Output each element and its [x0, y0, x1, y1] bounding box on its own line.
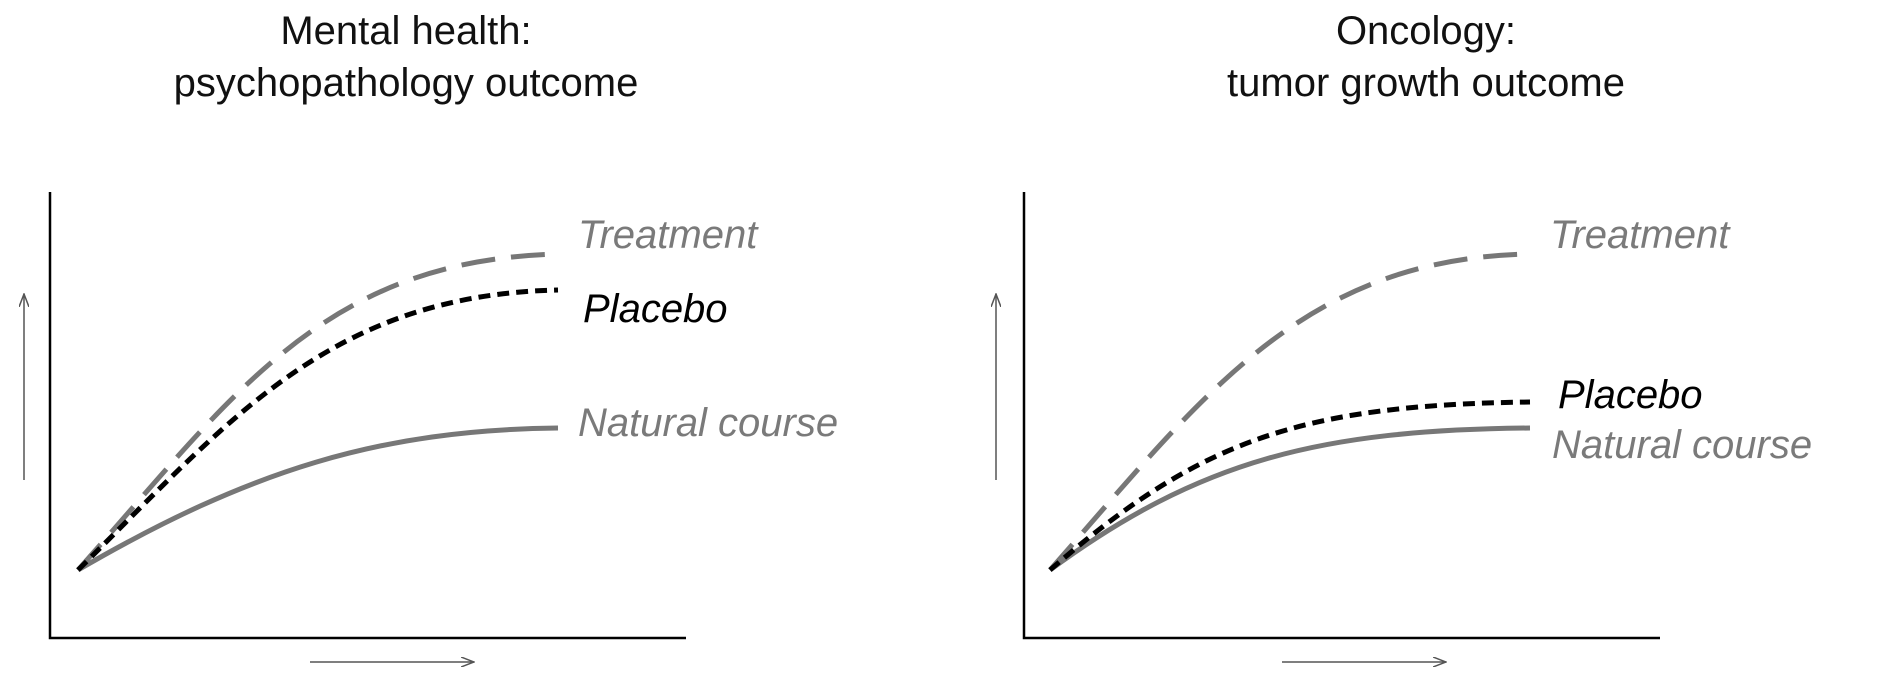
- placebo-curve: [1048, 399, 1531, 572]
- panel-title: psychopathology outcome: [174, 61, 639, 105]
- natural-curve: [1048, 425, 1531, 573]
- natural-curve: [76, 425, 559, 573]
- curve-label: Treatment: [578, 213, 759, 257]
- axes: [1022, 192, 1660, 640]
- panel-title: Oncology:: [1336, 9, 1516, 53]
- panel-title: tumor growth outcome: [1227, 61, 1625, 105]
- curve-label: Placebo: [1558, 373, 1703, 417]
- placebo-curve: [76, 287, 559, 572]
- panel: Oncology: tumor growth outcome Treatment…: [996, 9, 1812, 662]
- panel: Mental health: psychopathology outcome T…: [24, 9, 838, 662]
- panel-title: Mental health:: [280, 9, 531, 53]
- curve-label: Natural course: [1552, 423, 1812, 467]
- curve-label: Treatment: [1550, 213, 1731, 257]
- treatment-curve: [1048, 251, 1531, 572]
- axes: [48, 192, 686, 640]
- treatment-curve: [76, 251, 559, 572]
- curve-label: Placebo: [583, 287, 728, 331]
- curve-label: Natural course: [578, 401, 838, 445]
